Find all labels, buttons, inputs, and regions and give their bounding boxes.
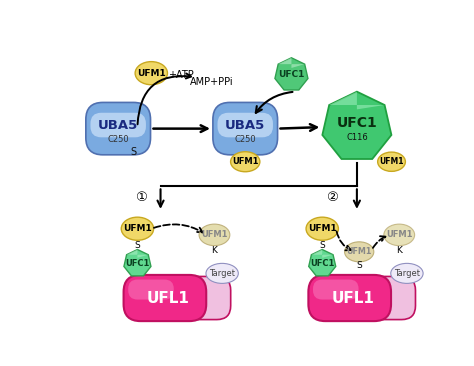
Polygon shape [278,58,305,68]
FancyBboxPatch shape [309,275,391,321]
FancyBboxPatch shape [367,276,416,320]
Text: C250: C250 [235,135,256,144]
Polygon shape [124,250,151,276]
Text: K: K [211,246,218,255]
Text: UFM1: UFM1 [123,224,152,233]
Text: UFM1: UFM1 [232,157,258,166]
Polygon shape [322,92,392,159]
Text: C116: C116 [346,132,368,142]
Text: UFL1: UFL1 [147,291,190,306]
Text: S: S [135,241,140,250]
Ellipse shape [199,224,230,246]
Text: AMP+PPi: AMP+PPi [190,78,233,87]
Polygon shape [329,92,384,109]
Ellipse shape [378,152,405,171]
FancyBboxPatch shape [218,113,273,137]
Text: ②: ② [326,191,337,205]
Text: UFC1: UFC1 [310,259,335,268]
Text: UFC1: UFC1 [337,116,377,130]
Text: UFC1: UFC1 [125,259,150,268]
Polygon shape [275,58,308,90]
FancyBboxPatch shape [182,276,231,320]
Text: C250: C250 [108,135,129,144]
Polygon shape [309,250,336,276]
Ellipse shape [135,61,167,85]
Text: UFM1: UFM1 [201,230,228,239]
FancyBboxPatch shape [86,102,151,155]
Text: UBA5: UBA5 [98,119,138,132]
Text: UFL1: UFL1 [332,291,374,306]
Text: ①: ① [136,191,147,205]
Text: UFM1: UFM1 [308,224,337,233]
Ellipse shape [306,217,338,240]
FancyBboxPatch shape [128,280,174,299]
FancyBboxPatch shape [313,280,358,299]
FancyBboxPatch shape [213,102,278,155]
Text: +ATP: +ATP [168,71,194,81]
Text: S: S [130,147,137,157]
Text: UFC1: UFC1 [278,70,305,79]
FancyBboxPatch shape [91,113,146,137]
Text: S: S [356,261,362,270]
Text: UFM1: UFM1 [386,230,412,239]
Ellipse shape [121,217,154,240]
Text: Target: Target [209,269,235,278]
Text: UFM1: UFM1 [346,247,372,256]
Text: S: S [319,241,325,250]
FancyBboxPatch shape [124,275,206,321]
Polygon shape [311,250,333,258]
Ellipse shape [206,264,238,283]
Ellipse shape [391,264,423,283]
Text: UBA5: UBA5 [225,119,265,132]
Polygon shape [127,250,148,258]
Text: K: K [396,246,402,255]
Text: UFM1: UFM1 [379,157,404,166]
Text: UFM1: UFM1 [137,69,166,78]
Ellipse shape [231,152,260,172]
Ellipse shape [384,224,415,246]
Ellipse shape [345,242,374,262]
Text: Target: Target [394,269,420,278]
